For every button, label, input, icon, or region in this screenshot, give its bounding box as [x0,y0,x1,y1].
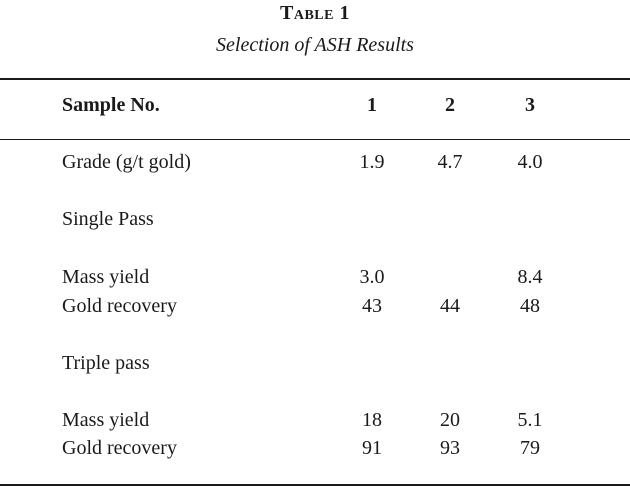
grade-value-3: 4.0 [517,151,543,173]
bottom-rule [0,484,630,486]
single-gold-recovery-value-3: 48 [520,295,540,317]
grade-label: Grade (g/t gold) [62,151,191,173]
single-gold-recovery-label: Gold recovery [62,295,177,317]
header-col-2: 2 [445,94,455,116]
single-mass-yield-label: Mass yield [62,266,150,288]
triple-gold-recovery-value-2: 93 [440,437,460,459]
triple-mass-yield-value-3: 5.1 [517,409,543,431]
table-number: Table 1 [280,2,350,24]
triple-gold-recovery-value-3: 79 [520,437,540,459]
single-gold-recovery-value-1: 43 [362,295,382,317]
table-caption: Selection of ASH Results [216,34,414,56]
triple-pass-heading: Triple pass [62,352,150,374]
triple-mass-yield-label: Mass yield [62,409,150,431]
single-gold-recovery-value-2: 44 [440,295,460,317]
grade-value-2: 4.7 [437,151,463,173]
header-col-3: 3 [525,94,535,116]
triple-gold-recovery-value-1: 91 [362,437,382,459]
triple-gold-recovery-label: Gold recovery [62,437,177,459]
triple-mass-yield-value-1: 18 [362,409,382,431]
header-rule [0,139,630,140]
single-mass-yield-value-1: 3.0 [359,266,385,288]
top-rule [0,78,630,80]
grade-value-1: 1.9 [359,151,385,173]
header-sample-no: Sample No. [62,94,160,116]
single-pass-heading: Single Pass [62,208,154,230]
single-mass-yield-value-3: 8.4 [517,266,543,288]
header-col-1: 1 [367,94,377,116]
triple-mass-yield-value-2: 20 [440,409,460,431]
